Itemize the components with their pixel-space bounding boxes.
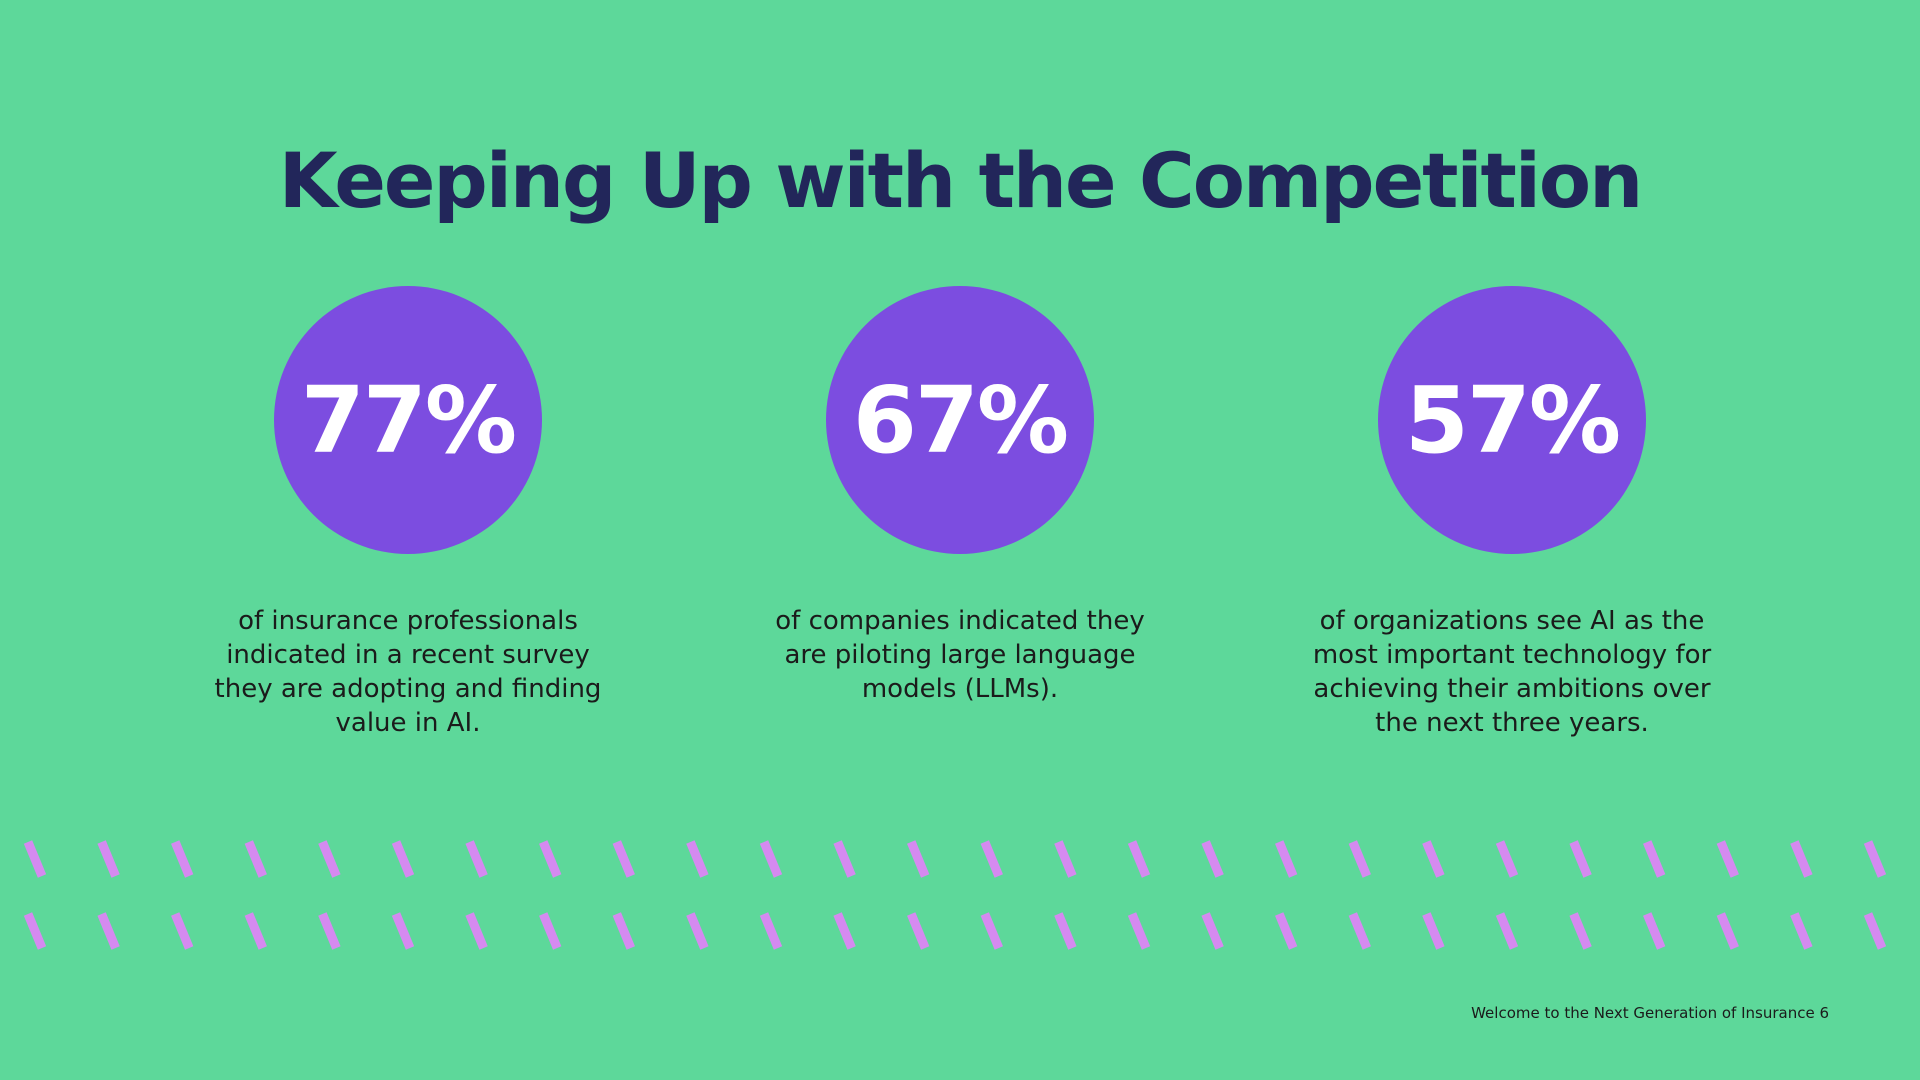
stripe-dash <box>1643 912 1666 950</box>
stripe-dash <box>1863 840 1887 878</box>
stripe-dash <box>465 840 488 878</box>
stripe-dash <box>171 840 194 878</box>
stripe-dash <box>1201 840 1224 878</box>
stat-value: 57% <box>1404 366 1621 474</box>
stripe-dash <box>539 912 562 950</box>
stat-description: of organizations see AI as the most impo… <box>1312 606 1712 738</box>
stripe-dash <box>612 840 635 878</box>
stripe-dash <box>391 912 415 950</box>
stripe-dash <box>1790 912 1813 950</box>
stripe-dash <box>1790 840 1813 878</box>
stripe-dash <box>907 912 930 950</box>
stat-card-1: 77% of insurance professionals indicated… <box>198 286 618 740</box>
stat-card-2: 67% of companies indicated they are pilo… <box>750 286 1170 706</box>
stripe-dash <box>1716 840 1739 878</box>
stripe-dash <box>1275 912 1298 950</box>
stripe-dash <box>1348 840 1371 878</box>
stripe-dash <box>1275 840 1298 878</box>
stripe-dash <box>1569 840 1592 878</box>
diagonal-stripe-pattern <box>23 840 1887 950</box>
stripe-dash <box>23 912 47 950</box>
stripe-dash <box>1422 912 1445 950</box>
stripe-dash <box>1201 912 1224 950</box>
stripe-dash <box>1863 912 1887 950</box>
stripe-dash <box>612 912 635 950</box>
stripe-dash <box>1054 912 1077 950</box>
stat-circle: 77% <box>274 286 542 554</box>
stripe-dash <box>759 840 783 878</box>
stripe-dash <box>23 840 47 878</box>
stripe-dash <box>686 840 709 878</box>
stripe-dash <box>1127 840 1151 878</box>
stat-circle: 57% <box>1378 286 1646 554</box>
stripe-dash <box>244 840 267 878</box>
stripe-dash <box>1495 840 1519 878</box>
stripe-dash <box>1643 840 1666 878</box>
stripe-dash <box>391 840 415 878</box>
stripe-dash <box>1495 912 1519 950</box>
stripe-dash <box>465 912 488 950</box>
stat-description: of companies indicated they are piloting… <box>775 606 1145 704</box>
stripe-dash <box>318 840 341 878</box>
stat-value: 67% <box>852 366 1069 474</box>
stripe-dash <box>907 840 930 878</box>
stripe-dash <box>244 912 267 950</box>
stat-value: 77% <box>300 366 517 474</box>
stripe-dash <box>97 912 120 950</box>
stripe-dash <box>1127 912 1151 950</box>
stripe-dash <box>97 840 120 878</box>
stripe-dash <box>1348 912 1371 950</box>
stripe-dash <box>833 912 856 950</box>
stripe-dash <box>1054 840 1077 878</box>
stripe-dash <box>686 912 709 950</box>
stat-description: of insurance professionals indicated in … <box>214 606 602 738</box>
stat-circle: 67% <box>826 286 1094 554</box>
stripe-dash <box>539 840 562 878</box>
stripe-dash <box>833 840 856 878</box>
stat-card-3: 57% of organizations see AI as the most … <box>1302 286 1722 740</box>
stripe-dash <box>1569 912 1592 950</box>
stripe-dash <box>980 840 1003 878</box>
stripe-dash <box>1716 912 1739 950</box>
stripe-dash <box>980 912 1003 950</box>
stripe-dash <box>1422 840 1445 878</box>
stripe-dash <box>171 912 194 950</box>
stripe-dash <box>318 912 341 950</box>
stripe-dash <box>759 912 783 950</box>
slide-title: Keeping Up with the Competition <box>278 136 1643 225</box>
footer-text: Welcome to the Next Generation of Insura… <box>1471 1004 1829 1022</box>
